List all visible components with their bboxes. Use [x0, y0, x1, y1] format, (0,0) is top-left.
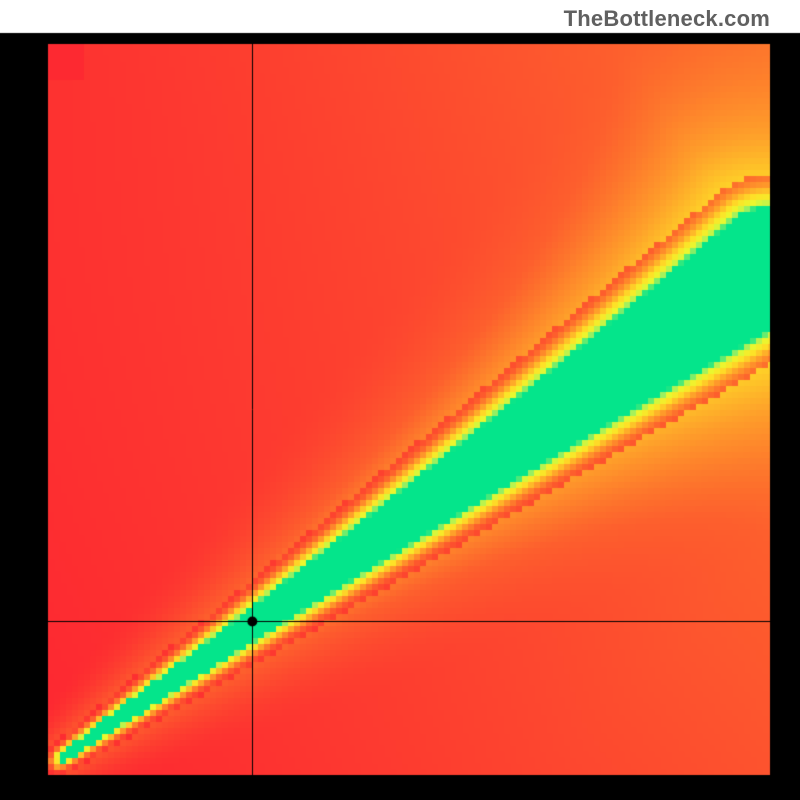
- chart-container: TheBottleneck.com: [0, 0, 800, 800]
- chart-canvas-wrap: [0, 0, 800, 800]
- heatmap-canvas: [0, 0, 800, 800]
- watermark-text: TheBottleneck.com: [564, 6, 770, 32]
